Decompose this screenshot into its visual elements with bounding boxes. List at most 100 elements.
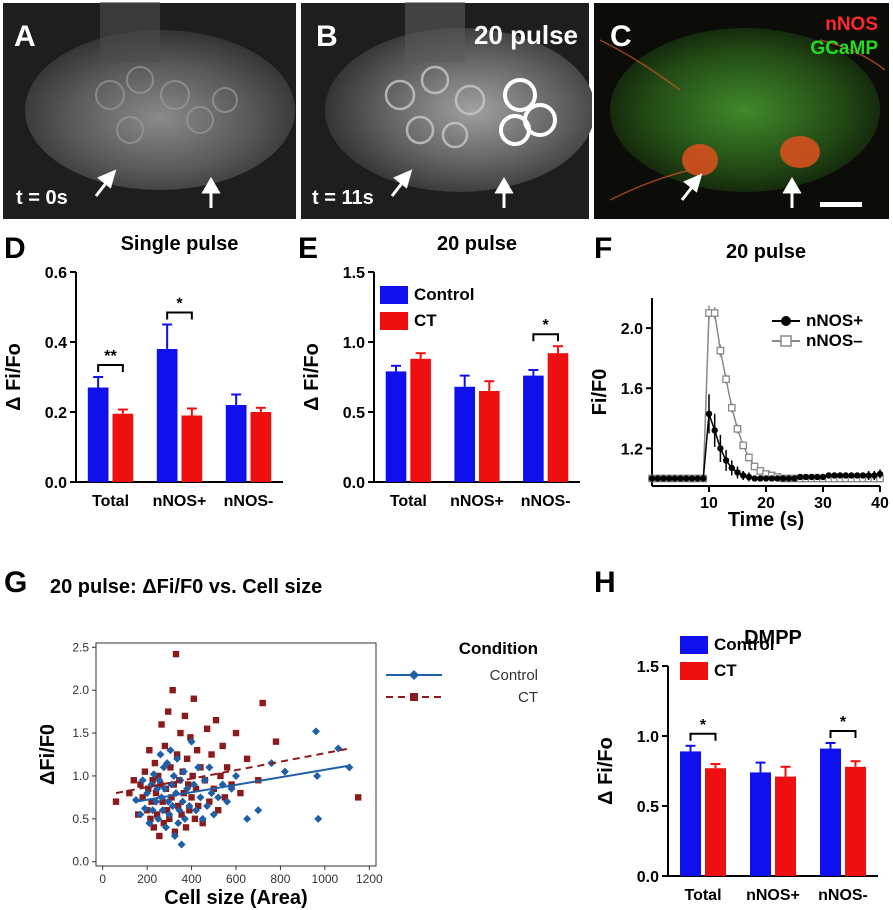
x-tick-label: 400: [182, 872, 202, 886]
x-tick-label: 200: [137, 872, 157, 886]
bar: [225, 405, 247, 482]
y-tick-label: 1.0: [637, 729, 659, 746]
y-tick-label: 0.0: [72, 855, 89, 869]
chart-title: Single pulse: [121, 233, 239, 255]
y-tick-label: 1.5: [637, 659, 659, 676]
legend-swatch: [680, 662, 708, 680]
data-point: [154, 814, 163, 823]
legend-marker: [410, 693, 418, 701]
bar: [156, 349, 178, 482]
data-point: [243, 814, 252, 823]
data-point: [183, 784, 192, 793]
data-point: [727, 403, 736, 412]
data-point: [177, 840, 186, 849]
data-point: [182, 824, 190, 831]
significance-marker: *: [700, 717, 707, 734]
y-tick-label: 1.0: [343, 335, 365, 352]
series-line: [652, 413, 881, 480]
data-point: [779, 475, 787, 482]
data-point: [705, 410, 713, 418]
data-point: [217, 772, 224, 780]
significance-marker: *: [543, 317, 550, 334]
data-point: [168, 801, 177, 810]
data-point: [259, 699, 266, 707]
arrow-icon: [390, 169, 514, 208]
data-point: [149, 770, 158, 779]
chart-h: DMPP Δ Fi/Fo 0.0 0.5 1.0 1.5 Total nNOS+ nNOS- * *…: [595, 627, 878, 904]
data-point: [156, 832, 163, 840]
data-point: [126, 789, 133, 797]
x-tick-label: Total: [684, 887, 721, 904]
x-tick-label: 0: [99, 872, 106, 886]
data-point: [173, 754, 182, 763]
data-point: [159, 798, 166, 805]
data-point: [831, 472, 838, 479]
y-tick-label: 1.6: [621, 381, 643, 398]
significance-bracket: [166, 311, 193, 320]
data-point: [185, 781, 192, 788]
legend-label: Control: [414, 285, 474, 304]
data-point: [187, 737, 196, 746]
data-point: [175, 802, 182, 810]
data-point: [871, 472, 878, 479]
data-point: [740, 472, 747, 479]
data-point: [189, 772, 196, 780]
data-point: [221, 794, 229, 801]
significance-bracket: [829, 730, 857, 738]
x-tick-label: 1200: [356, 872, 383, 886]
data-point: [146, 747, 153, 754]
data-point: [143, 789, 152, 798]
data-point: [149, 777, 156, 784]
data-point: [750, 462, 759, 471]
data-point: [139, 794, 146, 801]
data-point: [192, 806, 200, 815]
data-point: [180, 814, 189, 823]
y-tick-label: 2.5: [72, 640, 89, 654]
data-point: [819, 473, 827, 481]
panel-label-e: E: [298, 232, 318, 265]
y-tick-label: 0.4: [45, 335, 67, 352]
data-point: [200, 776, 209, 785]
data-point: [193, 747, 201, 754]
data-point: [160, 784, 169, 793]
data-point: [156, 750, 165, 759]
data-point: [178, 811, 185, 818]
data-point: [757, 475, 764, 482]
data-point: [660, 475, 667, 482]
data-point: [162, 823, 170, 832]
data-point: [158, 721, 165, 728]
x-axis-label: Time (s): [728, 509, 804, 531]
data-point: [167, 764, 174, 771]
data-point: [768, 475, 775, 482]
arrow-icon: [680, 173, 802, 208]
data-point: [189, 780, 198, 789]
legend-title: Condition: [459, 639, 538, 658]
data-point: [179, 767, 188, 776]
bar: [547, 353, 569, 482]
data-point: [219, 742, 226, 750]
data-point: [859, 472, 867, 479]
data-point: [203, 801, 212, 810]
data-point: [155, 776, 164, 785]
data-point: [195, 802, 202, 810]
micrograph-b-label: B: [316, 20, 338, 53]
data-point: [671, 475, 678, 482]
bar: [705, 768, 726, 876]
micrograph-b: B 20 pulse t = 11s: [299, 1, 595, 221]
data-point: [171, 828, 179, 835]
data-point: [688, 475, 696, 482]
data-point: [739, 441, 748, 450]
data-point: [163, 759, 172, 768]
data-point: [140, 804, 149, 813]
data-point: [745, 453, 753, 462]
legend-label: CT: [518, 689, 538, 706]
panel-label-h: H: [594, 566, 616, 599]
data-point: [808, 473, 815, 481]
data-point: [199, 819, 206, 827]
data-point: [223, 797, 232, 806]
x-tick-label: nNOS+: [153, 493, 207, 510]
arrow-icon: [94, 169, 221, 208]
data-point: [228, 781, 235, 788]
chart-e: 20 pulse Δ Fi/Fo 0.0 0.5 1.0 1.5 Total nNOS+ nNO…: [301, 233, 580, 510]
